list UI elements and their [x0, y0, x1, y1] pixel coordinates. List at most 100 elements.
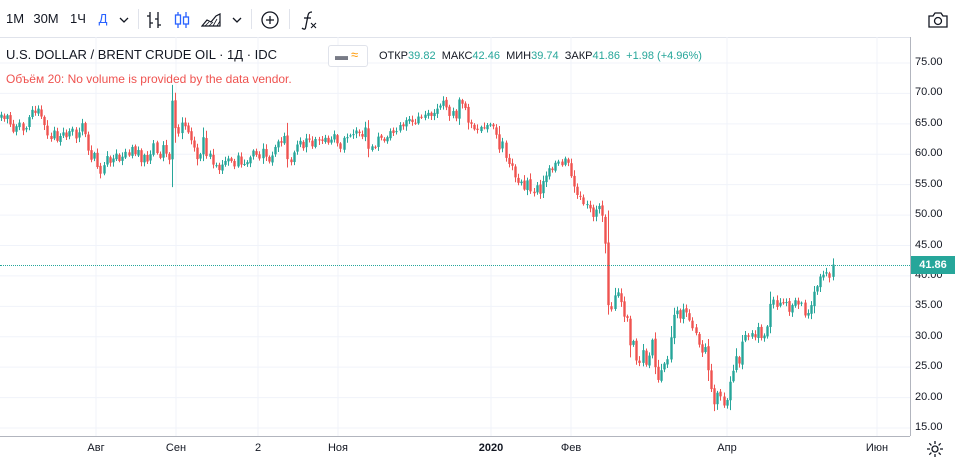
candle-down[interactable] — [467, 106, 470, 123]
candle-up[interactable] — [825, 272, 828, 274]
candle-up[interactable] — [526, 180, 529, 190]
candle-up[interactable] — [227, 158, 230, 162]
candle-down[interactable] — [533, 191, 536, 194]
candle-up[interactable] — [112, 158, 115, 163]
candle-up[interactable] — [346, 137, 349, 139]
candle-up[interactable] — [660, 370, 663, 381]
candle-up[interactable] — [371, 146, 374, 150]
candle-down[interactable] — [483, 127, 486, 129]
candle-up[interactable] — [794, 300, 797, 306]
axis-settings-button[interactable] — [926, 440, 944, 463]
candle-up[interactable] — [726, 400, 729, 406]
candle-down[interactable] — [797, 300, 800, 305]
candles-button[interactable] — [171, 0, 193, 37]
candle-up[interactable] — [595, 209, 598, 217]
candle-up[interactable] — [548, 168, 551, 177]
candle-down[interactable] — [760, 326, 763, 338]
candle-up[interactable] — [271, 155, 274, 163]
candle-up[interactable] — [807, 313, 810, 316]
candle-down[interactable] — [698, 333, 701, 345]
candle-up[interactable] — [732, 370, 735, 382]
candle-up[interactable] — [199, 154, 202, 159]
candle-down[interactable] — [492, 124, 495, 127]
candle-down[interactable] — [187, 125, 190, 133]
candle-down[interactable] — [539, 184, 542, 194]
candle-up[interactable] — [131, 146, 134, 156]
candle-down[interactable] — [265, 149, 268, 157]
candle-down[interactable] — [695, 327, 698, 334]
candle-up[interactable] — [682, 309, 685, 320]
candle-down[interactable] — [589, 204, 592, 209]
candle-up[interactable] — [78, 132, 81, 138]
candle-up[interactable] — [137, 149, 140, 156]
candle-up[interactable] — [433, 112, 436, 117]
candle-up[interactable] — [436, 108, 439, 114]
candle-up[interactable] — [124, 151, 127, 158]
candle-down[interactable] — [84, 123, 87, 135]
candle-down[interactable] — [719, 391, 722, 397]
candle-up[interactable] — [704, 347, 707, 352]
candle-down[interactable] — [339, 143, 342, 149]
symbol-title[interactable]: U.S. DOLLAR / BRENT CRUDE OIL · 1Д · IDC — [6, 47, 278, 62]
candle-up[interactable] — [149, 154, 152, 161]
candle-down[interactable] — [470, 122, 473, 124]
candle-up[interactable] — [237, 155, 240, 167]
candle-up[interactable] — [642, 350, 645, 363]
candle-down[interactable] — [473, 124, 476, 130]
candle-down[interactable] — [461, 100, 464, 104]
candle-up[interactable] — [121, 156, 124, 161]
candle-down[interactable] — [233, 160, 236, 167]
candle-down[interactable] — [156, 142, 159, 154]
candle-down[interactable] — [22, 123, 25, 131]
candle-up[interactable] — [480, 126, 483, 132]
candle-down[interactable] — [146, 154, 149, 162]
candle-down[interactable] — [190, 131, 193, 141]
candle-up[interactable] — [779, 302, 782, 306]
candle-up[interactable] — [405, 120, 408, 127]
candle-down[interactable] — [754, 334, 757, 338]
candle-up[interactable] — [349, 135, 352, 137]
candle-up[interactable] — [399, 125, 402, 131]
candle-down[interactable] — [240, 156, 243, 165]
candle-up[interactable] — [293, 152, 296, 162]
candle-down[interactable] — [455, 110, 458, 119]
candle-up[interactable] — [676, 310, 679, 315]
candle-down[interactable] — [96, 152, 99, 168]
candle-up[interactable] — [246, 162, 249, 165]
candle-down[interactable] — [40, 109, 43, 117]
candle-up[interactable] — [744, 334, 747, 341]
candle-up[interactable] — [832, 264, 835, 277]
interval-30m[interactable]: 30М — [33, 11, 59, 26]
function-button[interactable] — [297, 0, 321, 37]
candle-down[interactable] — [508, 157, 511, 164]
candle-up[interactable] — [333, 134, 336, 140]
candle-down[interactable] — [620, 293, 623, 303]
candle-down[interactable] — [601, 205, 604, 216]
candle-down[interactable] — [230, 158, 233, 161]
add-indicator-button[interactable] — [258, 0, 282, 37]
candle-down[interactable] — [374, 146, 377, 148]
candle-down[interactable] — [567, 159, 570, 163]
candle-down[interactable] — [804, 302, 807, 316]
candle-down[interactable] — [392, 130, 395, 133]
candle-up[interactable] — [439, 105, 442, 108]
candle-down[interactable] — [9, 115, 12, 125]
candle-down[interactable] — [782, 302, 785, 304]
interval-1m[interactable]: 1М — [5, 11, 25, 26]
candle-up[interactable] — [162, 145, 165, 158]
candle-up[interactable] — [489, 124, 492, 126]
candle-down[interactable] — [99, 165, 102, 174]
candle-down[interactable] — [691, 320, 694, 329]
candle-up[interactable] — [143, 154, 146, 163]
candle-down[interactable] — [420, 116, 423, 118]
candle-up[interactable] — [458, 99, 461, 119]
candle-up[interactable] — [542, 181, 545, 194]
candle-up[interactable] — [766, 326, 769, 337]
candle-down[interactable] — [196, 147, 199, 160]
candle-down[interactable] — [645, 350, 648, 365]
candle-down[interactable] — [177, 127, 180, 134]
interval-day[interactable]: Д — [98, 11, 108, 26]
candle-down[interactable] — [302, 141, 305, 149]
candle-down[interactable] — [380, 135, 383, 138]
candle-down[interactable] — [140, 150, 143, 163]
